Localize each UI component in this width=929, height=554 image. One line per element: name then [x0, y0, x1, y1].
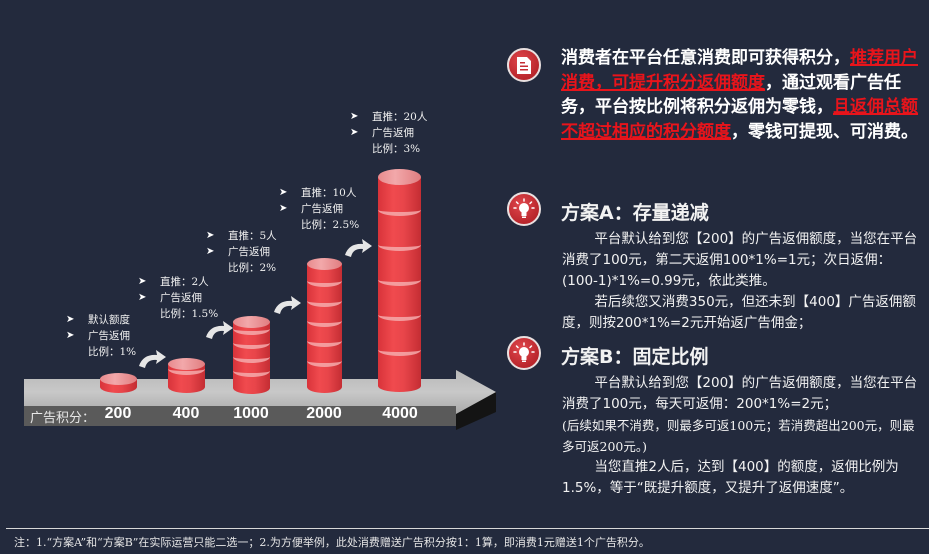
arrow-bullet-icon: ➤ — [66, 314, 75, 325]
plan-b-note: (后续如果不消费，则最多可返100元；若消费超出200元，则最多可返200元。) — [562, 418, 915, 454]
level-label-1000: ➤ 直推：5人 ➤ 广告返佣 比例：2% — [206, 230, 277, 274]
intro-text: 消费者在平台任意消费即可获得积分，推荐用户消费，可提升积分返佣额度，通过观看广告… — [561, 48, 918, 142]
level-value-2000: 2000 — [306, 405, 342, 422]
level-label-400: ➤ 直推：2人 ➤ 广告返佣 比例：1.5% — [138, 276, 219, 320]
arrow-bullet-icon: ➤ — [206, 246, 215, 257]
coin-stack-200 — [100, 373, 137, 393]
level-label-4000: ➤ 直推：20人 ➤ 广告返佣 比例：3% — [350, 111, 428, 155]
level-value-4000: 4000 — [382, 405, 418, 422]
level-value-200: 200 — [104, 405, 132, 422]
lightbulb-icon — [507, 336, 541, 370]
footer-divider — [6, 528, 929, 529]
curved-arrow-icon — [345, 239, 372, 257]
intro-highlight: 推荐用户消费，可提升积分返佣额度 — [561, 48, 918, 93]
curved-arrow-icon — [139, 350, 166, 368]
arrow-bullet-icon: ➤ — [206, 230, 215, 241]
coin-stack-4000 — [378, 169, 421, 392]
coin-stack-1000 — [233, 316, 270, 394]
curved-arrow-icon — [206, 321, 233, 339]
arrow-bullet-icon: ➤ — [350, 127, 359, 138]
curved-arrow-icon — [274, 296, 301, 314]
document-icon — [507, 48, 541, 82]
level-label-200: ➤ 默认额度 ➤ 广告返佣 比例：1% — [66, 314, 137, 358]
coin-stack-2000 — [307, 258, 342, 393]
footnote: 注：1.“方案A”和“方案B”在实际运营只能二选一；2.为方便举例，此处消费赠送… — [14, 536, 650, 549]
arrow-bullet-icon: ➤ — [138, 292, 147, 303]
level-value-400: 400 — [172, 405, 200, 422]
arrow-bullet-icon: ➤ — [350, 111, 359, 122]
arrow-bullet-icon: ➤ — [138, 276, 147, 287]
plan-b-body: 平台默认给到您【200】的广告返佣额度，当您在平台消费了100元，每天可返佣：2… — [562, 373, 924, 499]
lightbulb-icon — [507, 192, 541, 226]
axis-label: 广告积分： — [30, 411, 96, 426]
intro-highlight: 且返佣总额不超过相应的积分额度 — [561, 97, 918, 142]
plan-a-body: 平台默认给到您【200】的广告返佣额度，当您在平台消费了100元，第二天返佣10… — [562, 231, 918, 331]
level-label-2000: ➤ 直推：10人 ➤ 广告返佣 比例：2.5% — [279, 187, 360, 231]
plan-b-title: 方案B：固定比例 — [561, 346, 709, 368]
level-value-1000: 1000 — [233, 405, 269, 422]
plan-a-title: 方案A：存量递减 — [561, 202, 709, 224]
arrow-bullet-icon: ➤ — [279, 203, 288, 214]
arrow-bullet-icon: ➤ — [66, 330, 75, 341]
arrow-bullet-icon: ➤ — [279, 187, 288, 198]
coin-stack-400 — [168, 358, 205, 393]
